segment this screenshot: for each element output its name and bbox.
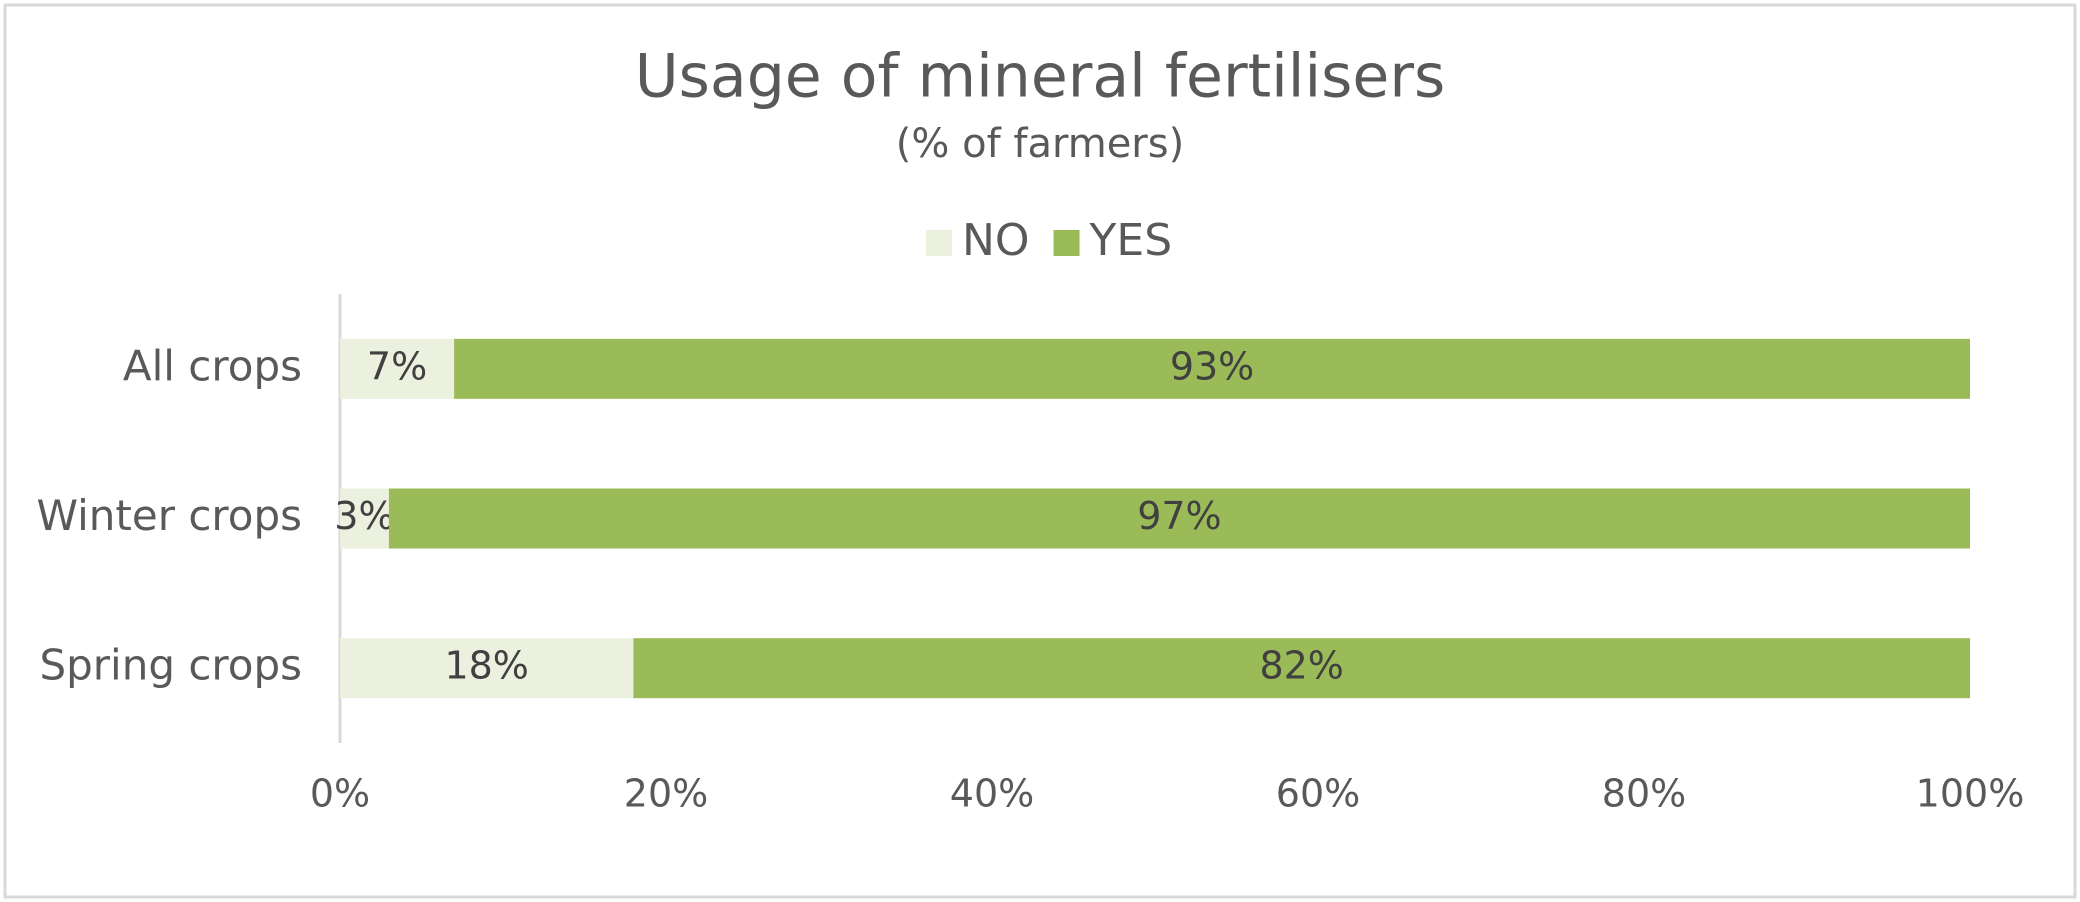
bar-segment [388, 488, 1970, 549]
data-label: 97% [1137, 494, 1221, 538]
x-tick-label: 80% [1602, 772, 1686, 816]
x-tick-label: 60% [1276, 772, 1360, 816]
legend-label: NO [962, 215, 1030, 266]
chart-border [3, 3, 2077, 899]
legend-label: YES [1089, 215, 1173, 266]
bar-segment [340, 338, 455, 399]
legend-swatch [926, 230, 952, 256]
data-label: 7% [367, 344, 427, 388]
data-label: 3% [334, 494, 394, 538]
x-tick-label: 20% [624, 772, 708, 816]
x-tick-label: 40% [950, 772, 1034, 816]
y-tick-label: Winter crops [37, 491, 303, 540]
y-tick-label: All crops [123, 341, 302, 390]
bar-segment [340, 488, 389, 549]
data-label: 93% [1170, 344, 1254, 388]
chart-title: Usage of mineral fertilisers [635, 42, 1446, 112]
data-label: 18% [444, 644, 528, 688]
x-tick-label: 100% [1916, 772, 2025, 816]
bar-segment [340, 638, 634, 699]
y-tick-label: Spring crops [39, 641, 302, 690]
bar-segment [633, 638, 1970, 699]
legend-swatch [1053, 230, 1080, 256]
data-label: 82% [1259, 644, 1343, 688]
x-tick-label: 0% [310, 772, 370, 816]
chart-subtitle: (% of farmers) [896, 121, 1184, 167]
bar-segment [454, 338, 1971, 399]
